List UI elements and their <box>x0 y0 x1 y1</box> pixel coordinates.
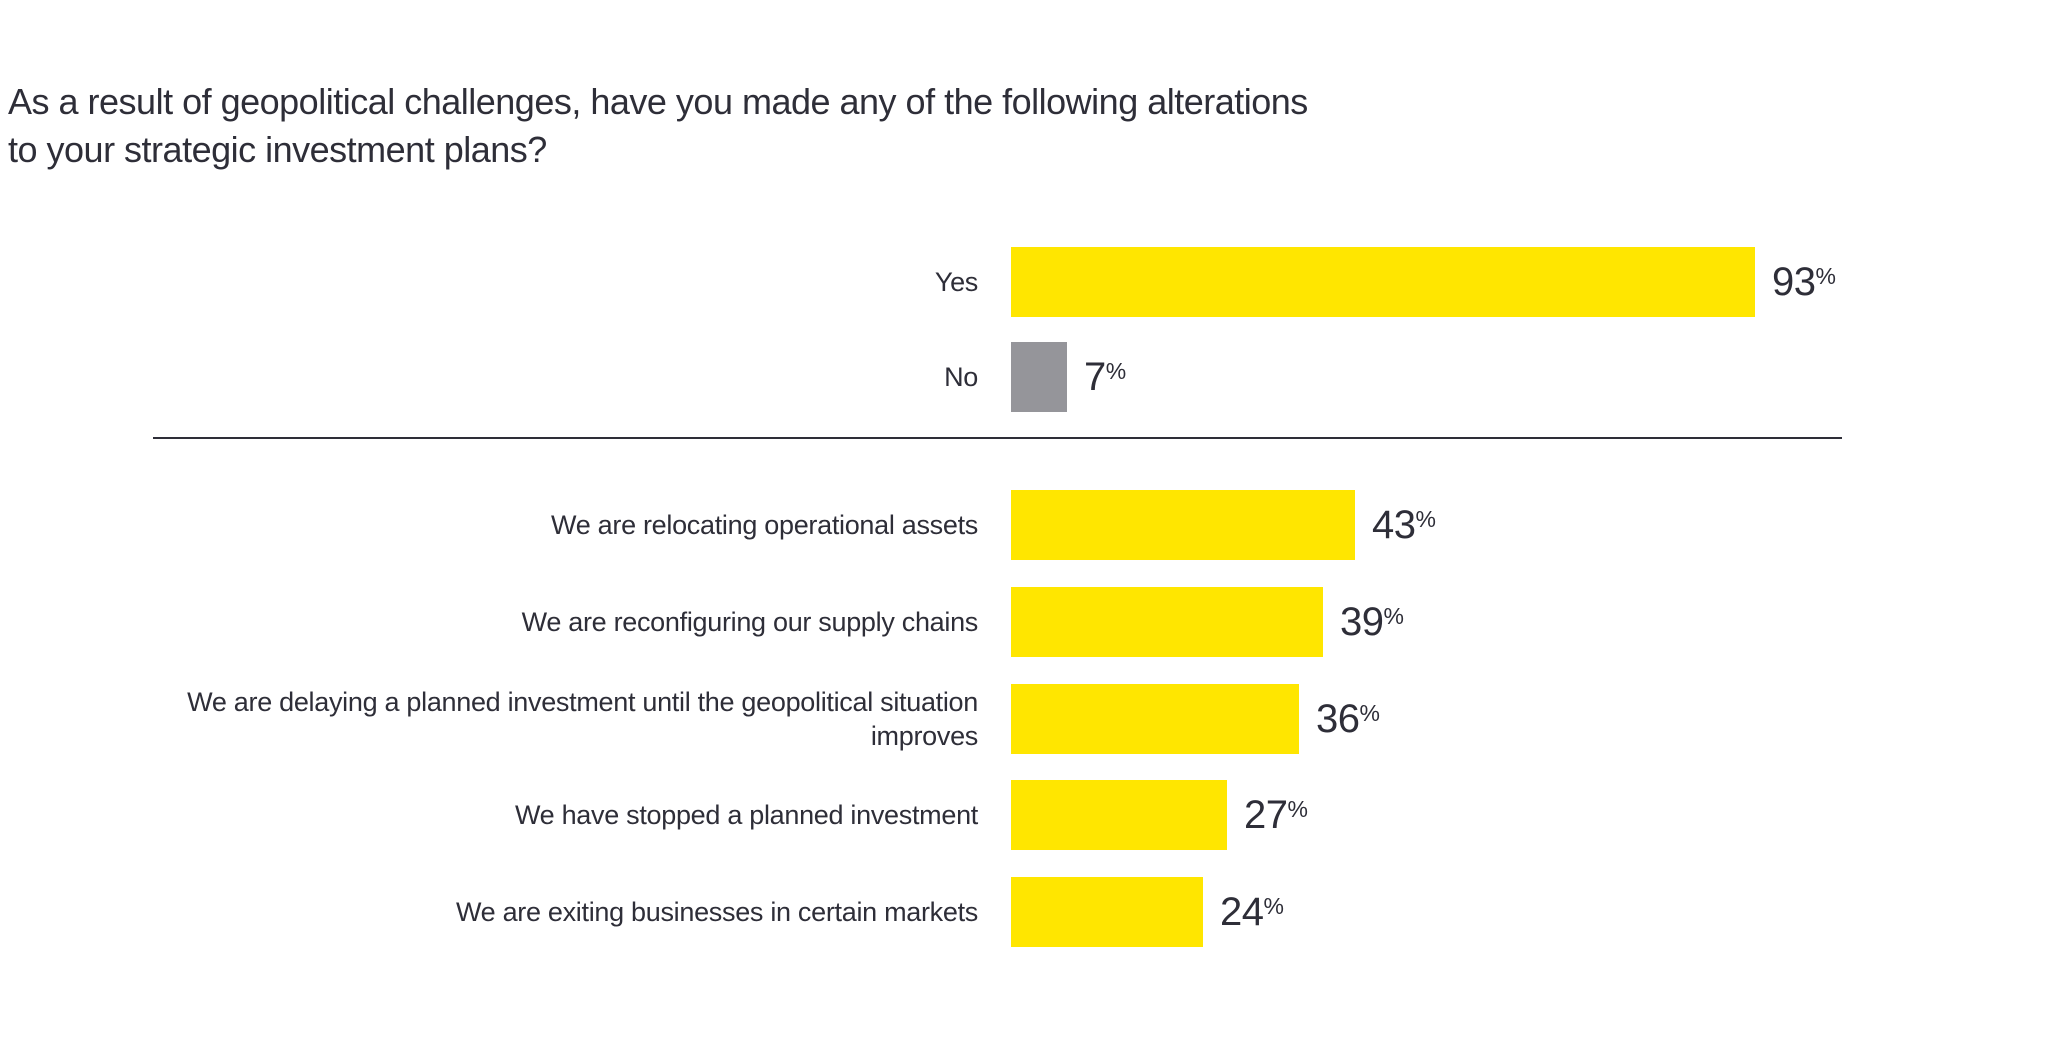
section-divider <box>153 437 1842 439</box>
bar <box>1011 247 1755 317</box>
percent-sign: % <box>1105 357 1126 384</box>
bar <box>1011 490 1355 560</box>
bar-row: We are relocating operational assets 43% <box>100 490 1436 560</box>
bar-row: We have stopped a planned investment 27% <box>100 780 1308 850</box>
percent-sign: % <box>1263 892 1284 919</box>
bar-value-label: 36% <box>1316 696 1380 742</box>
percent-sign: % <box>1815 262 1836 289</box>
bar-row: No 7% <box>100 342 1126 412</box>
bar-value-number: 27 <box>1244 792 1288 837</box>
bar-value-number: 7 <box>1084 354 1106 399</box>
bar-category-label: We have stopped a planned investment <box>514 800 978 830</box>
bar <box>1011 587 1323 657</box>
bar-value-number: 93 <box>1772 259 1816 304</box>
bar-value-number: 43 <box>1372 502 1416 547</box>
bar <box>1011 342 1067 412</box>
bar-category-label: We are delaying a planned investment unt… <box>187 687 978 751</box>
bar-category-label: We are exiting businesses in certain mar… <box>455 897 978 927</box>
percent-sign: % <box>1287 795 1308 822</box>
bar-category-label: Yes <box>934 267 978 297</box>
bar <box>1011 780 1227 850</box>
bar-value-number: 36 <box>1316 696 1360 741</box>
bar-value-number: 39 <box>1340 599 1384 644</box>
percent-sign: % <box>1383 602 1404 629</box>
bar-value-label: 43% <box>1372 502 1436 548</box>
bar-category-label: No <box>944 362 978 392</box>
bar-row: We are exiting businesses in certain mar… <box>100 877 1284 947</box>
bar-value-label: 24% <box>1220 889 1284 935</box>
bar-row: Yes 93% <box>100 247 1836 317</box>
bar-value-label: 7% <box>1084 355 1126 400</box>
bar <box>1011 684 1299 754</box>
bar-row: We are reconfiguring our supply chains 3… <box>100 587 1404 657</box>
bar-value-label: 93% <box>1772 259 1836 305</box>
bar-value-label: 27% <box>1244 792 1308 838</box>
percent-sign: % <box>1415 505 1436 532</box>
bar-category-label: We are relocating operational assets <box>551 510 978 540</box>
percent-sign: % <box>1359 699 1380 726</box>
bar-value-label: 39% <box>1340 599 1404 645</box>
bar-row: We are delaying a planned investment unt… <box>100 684 1380 754</box>
bar-category-label: We are reconfiguring our supply chains <box>521 607 979 637</box>
chart-title: As a result of geopolitical challenges, … <box>8 81 1308 170</box>
bar-value-number: 24 <box>1220 889 1264 934</box>
bar <box>1011 877 1203 947</box>
